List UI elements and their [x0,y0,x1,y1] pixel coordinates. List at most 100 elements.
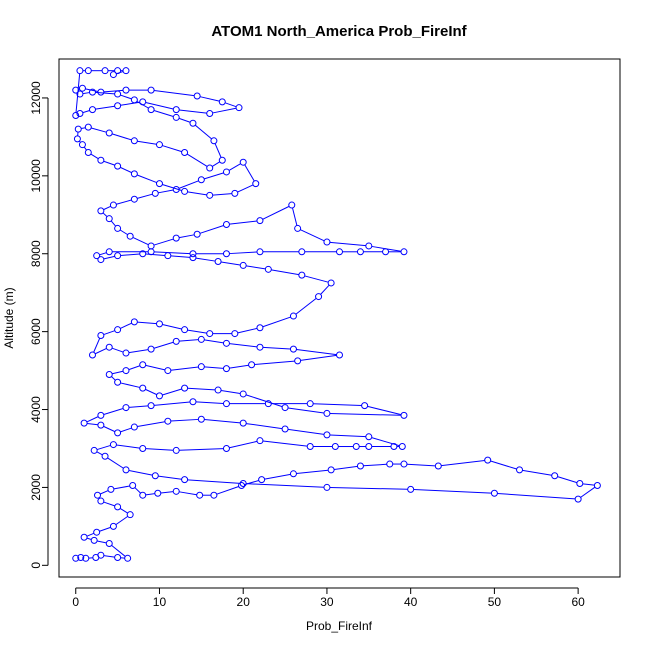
series-line-segment [229,364,249,369]
x-axis-label: Prob_FireInf [306,619,373,633]
data-point [181,476,189,484]
data-point [193,92,201,100]
data-point [147,242,155,250]
data-point [239,158,247,166]
data-point [80,419,88,427]
series-line-segment [120,101,140,106]
data-point [84,148,92,156]
series-line-segment [154,401,191,406]
data-point [189,254,197,262]
series-line-segment [292,207,298,226]
data-point [484,456,492,464]
series-line-segment [153,341,174,349]
data-point [130,170,138,178]
data-point [181,384,189,392]
data-point [327,466,335,474]
data-point [331,443,339,451]
data-point [574,495,582,503]
series-line-segment [582,483,595,486]
series-line-segment [179,339,199,342]
data-point [189,250,197,258]
y-tick-label: 2000 [29,474,43,501]
series-line-segment [162,145,182,153]
y-tick-label: 6000 [29,318,43,345]
series-line-segment [304,275,329,283]
series-line-segment [371,437,400,447]
series-line-segment [170,418,199,422]
series-line-segment [406,463,436,467]
data-point [294,357,302,365]
data-point [126,232,134,240]
data-point [154,489,162,497]
data-point [398,443,406,451]
series-line-segment [199,96,220,102]
data-point [222,168,230,176]
data-point [400,411,408,419]
data-point [80,533,88,541]
data-point [172,106,180,114]
series-line-segment [137,321,157,325]
series-line-segment [145,102,174,110]
data-point [181,326,189,334]
data-point [281,425,289,433]
series-line-segment [113,485,130,490]
series-line-segment [120,382,140,388]
series-line-segment [204,419,241,424]
data-point [239,419,247,427]
data-point [196,491,204,499]
data-point [256,324,264,332]
series-line-segment [145,388,157,396]
data-point [139,384,147,392]
data-point [93,528,101,536]
data-point [139,444,147,452]
data-point [222,365,230,373]
series-line-segment [83,146,87,151]
series-line-segment [329,434,366,438]
y-tick-label: 8000 [29,240,43,267]
series-line-segment [229,440,258,449]
series-line-segment [103,255,115,260]
data-point [289,470,297,478]
y-tick-label: 4000 [29,396,43,423]
series-line-segment [145,493,155,496]
data-point [356,248,364,256]
data-point [97,497,105,505]
series-line-segment [212,161,220,167]
series-line-segment [262,316,291,328]
series-line-segment [580,486,596,498]
data-point [139,361,147,369]
data-point [222,444,230,452]
data-point [130,96,138,104]
series-line-segment [120,94,132,100]
series-line-segment [93,338,101,353]
data-point [130,318,138,326]
data-point [139,491,147,499]
series-line-segment [313,403,362,407]
data-point [323,409,331,417]
data-point [139,250,147,258]
series-line-segment [85,88,99,92]
series-line-segment [82,92,90,95]
series-line-segment [116,444,140,449]
series-line-segment [441,460,485,467]
series-line-segment [300,354,337,361]
data-point [214,386,222,394]
series-line-segment [134,487,141,494]
data-point [147,86,155,94]
series-line-segment [178,180,199,189]
data-point [214,258,222,266]
series-line-segment [170,255,191,258]
data-point [105,370,113,378]
series-line-segment [204,172,224,180]
y-tick-label: 0 [29,562,43,569]
data-point [235,104,243,112]
data-point [172,446,180,454]
series-line-segment [75,73,81,113]
data-point [139,98,147,106]
series-line-segment [128,365,141,371]
data-point [239,480,247,488]
data-point [206,110,214,118]
data-point [189,119,197,127]
series-line-segment [87,423,98,426]
data-point [114,102,122,110]
